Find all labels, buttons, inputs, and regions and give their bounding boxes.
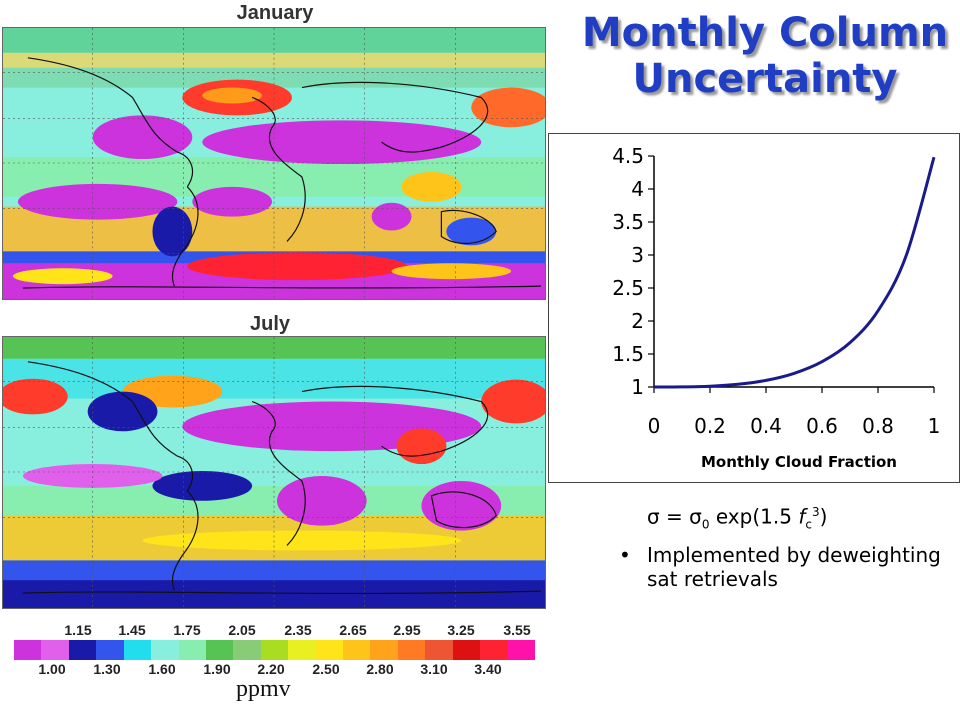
y-tick-label: 1 [631, 375, 644, 399]
july-map [2, 336, 546, 609]
uncertainty-chart: 1 1.5 2 2.5 3 3.5 4 4.5 0 0.2 0.4 0.6 0.8 1 Monthly Cl… [548, 133, 960, 483]
y-tick-label: 4.5 [612, 144, 644, 168]
colorbar-lower-tick: 1.00 [38, 661, 66, 677]
colorbar-upper-tick: 1.75 [173, 622, 201, 638]
colorbar-upper-tick: 3.55 [503, 622, 531, 638]
y-tick-label: 3 [631, 243, 644, 267]
january-map [2, 27, 546, 300]
slide-title: Monthly Column Uncertainty [575, 10, 955, 102]
x-tick-label: 0.8 [862, 414, 894, 438]
colorbar-swatch [123, 640, 152, 660]
colorbar-lower-tick: 3.40 [474, 661, 502, 677]
colorbar-swatch [343, 640, 371, 660]
x-tick-label: 0.6 [806, 414, 838, 438]
colorbar-upper-tick: 3.25 [447, 622, 475, 638]
text-bullet: • Implemented by deweighting sat retriev… [615, 543, 955, 591]
bullet-marker: • [619, 542, 631, 567]
january-map-title: January [236, 2, 314, 24]
series-line [653, 156, 936, 389]
colorbar-upper-tick: 2.05 [228, 622, 256, 638]
uncertainty-chart-svg: 1 1.5 2 2.5 3 3.5 4 4.5 0 0.2 0.4 0.6 0.8 1 Monthly Cl… [612, 144, 941, 471]
formula-sub-zero: 0 [701, 517, 710, 532]
colorbar-swatch [68, 640, 97, 660]
colorbar-upper-tick: 2.65 [339, 622, 367, 638]
colorbar-swatch [288, 640, 316, 660]
colorbar-swatch [205, 640, 234, 660]
formula-close: ) [819, 504, 828, 529]
bullet-text: Implemented by deweighting sat retrieval… [647, 542, 941, 591]
colorbar-swatch [370, 640, 398, 660]
colorbar-swatch [41, 640, 69, 660]
colorbar-lower-tick: 1.30 [93, 661, 121, 677]
formula-sigma: σ [647, 504, 660, 529]
july-map-field [3, 337, 545, 608]
colorbar-swatch [14, 640, 42, 660]
slide-title-line: Uncertainty [632, 56, 898, 102]
colorbar-lower-tick: 3.10 [420, 661, 448, 677]
colorbar-lower-tick: 2.80 [366, 661, 394, 677]
july-map-title: July [249, 313, 291, 335]
x-tick-label: 1 [928, 414, 941, 438]
colorbar-upper-tick: 1.45 [118, 622, 146, 638]
x-tick-label: 0 [648, 414, 661, 438]
colorbar-swatch [315, 640, 344, 660]
colorbar-upper-tick: 2.95 [393, 622, 421, 638]
formula-sub-c: c [805, 517, 812, 532]
y-tick-label: 4 [631, 177, 644, 201]
x-tick-label: 0.4 [750, 414, 782, 438]
formula-sigma0: σ [689, 504, 702, 529]
colorbar-swatch [260, 640, 289, 660]
bullet-list: σ = σ0 exp(1.5 fc3) • Implemented by dew… [615, 500, 955, 597]
y-tick-label: 2 [631, 309, 644, 333]
colorbar-swatch [425, 640, 453, 660]
colorbar-swatch [452, 640, 481, 660]
y-tick-label: 2.5 [612, 276, 644, 300]
formula-sup-three: 3 [811, 505, 820, 519]
y-tick-label: 3.5 [612, 210, 644, 234]
january-map-field [3, 28, 545, 299]
colorbar-swatch [507, 640, 536, 660]
colorbar-lower-tick: 2.50 [312, 661, 340, 677]
colorbar-upper-ticks: 1.15 1.45 1.75 2.05 2.35 2.65 2.95 3.25 … [14, 622, 535, 638]
y-tick-label: 1.5 [612, 342, 644, 366]
formula-exp: exp(1.5 [709, 504, 799, 529]
formula-equals: = [659, 504, 690, 529]
slide-title-line: Monthly Column [581, 10, 949, 56]
colorbar-swatch [178, 640, 206, 660]
colorbar-swatch [151, 640, 179, 660]
colorbar-swatch [397, 640, 426, 660]
colorbar-lower-tick: 2.20 [257, 661, 285, 677]
colorbar-swatch [96, 640, 124, 660]
x-tick-label: 0.2 [694, 414, 726, 438]
formula-bullet: σ = σ0 exp(1.5 fc3) [615, 500, 955, 537]
colorbar-swatch [480, 640, 508, 660]
colorbar [14, 640, 536, 660]
x-axis-label: Monthly Cloud Fraction [701, 453, 897, 471]
colorbar-upper-tick: 1.15 [64, 622, 92, 638]
colorbar-lower-tick: 1.90 [203, 661, 231, 677]
colorbar-upper-tick: 2.35 [284, 622, 312, 638]
colorbar-lower-ticks: 1.00 1.30 1.60 1.90 2.20 2.50 2.80 3.10 … [14, 661, 535, 677]
colorbar-swatch [233, 640, 261, 660]
colorbar-unit-label: ppmv [236, 676, 291, 702]
formula-f: f [798, 504, 806, 529]
colorbar-lower-tick: 1.60 [148, 661, 176, 677]
